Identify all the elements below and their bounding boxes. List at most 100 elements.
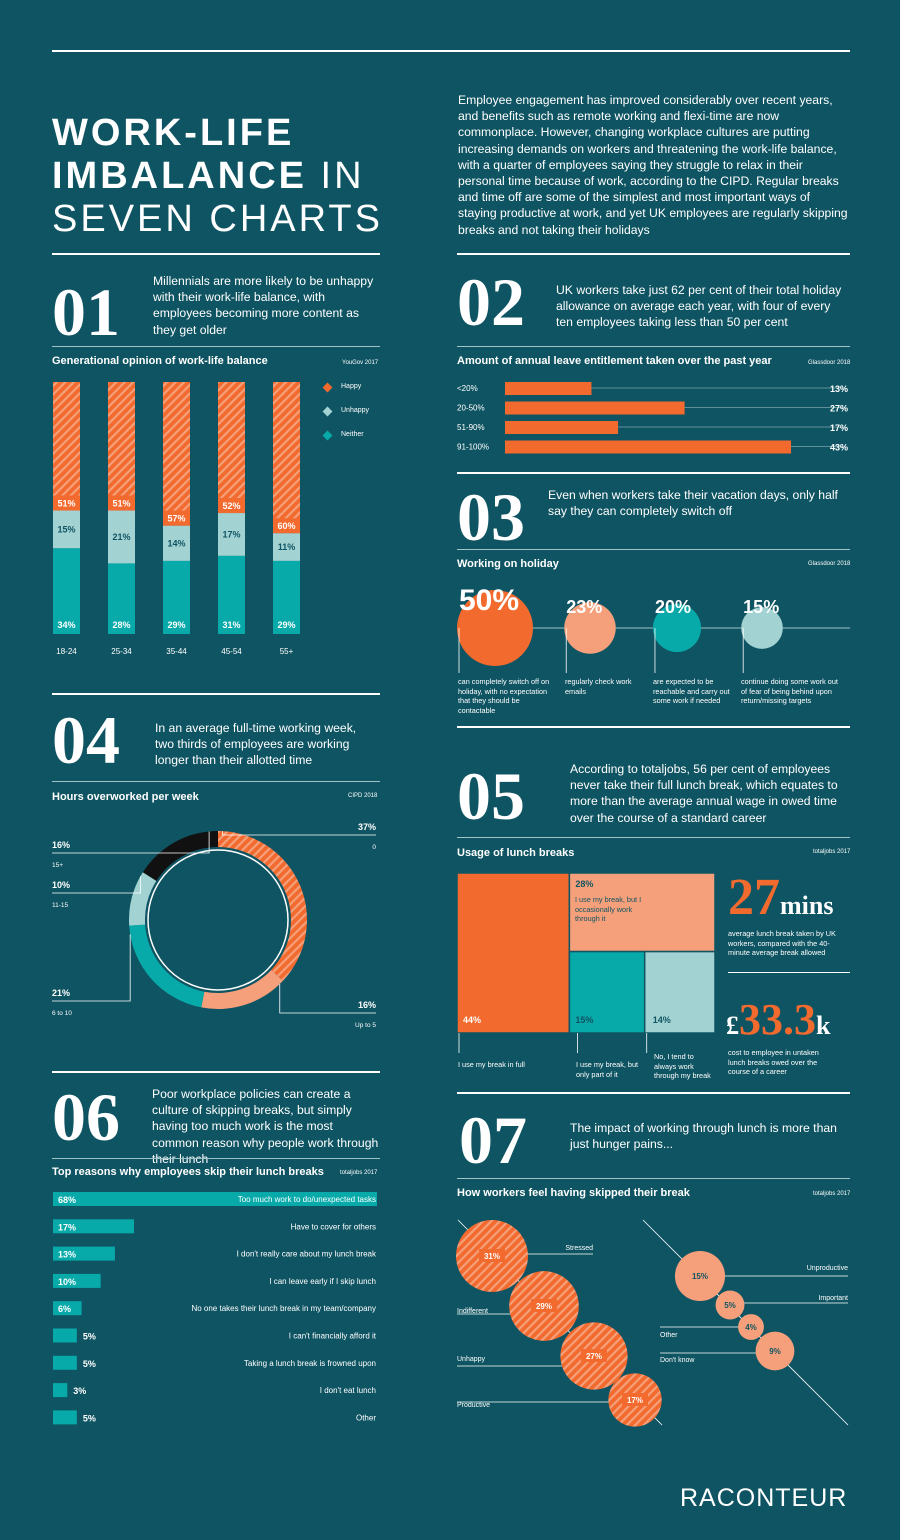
rule-s3-chart bbox=[457, 549, 850, 550]
section5-lead: According to totaljobs, 56 per cent of e… bbox=[570, 762, 838, 825]
category-label-45-54: 45-54 bbox=[221, 647, 242, 656]
rule-s4 bbox=[52, 693, 380, 695]
bar-unhappy-25-34 bbox=[108, 510, 135, 564]
title-line-3: SEVEN CHARTS bbox=[52, 198, 383, 240]
bar-happy-18-24 bbox=[53, 382, 80, 511]
donut-category: Up to 5 bbox=[355, 1022, 376, 1029]
donut-slice-0 bbox=[218, 831, 307, 981]
bar-happy-55+ bbox=[273, 382, 300, 534]
rule-s7 bbox=[457, 1092, 850, 1094]
rule-s6-chart bbox=[52, 1158, 380, 1159]
donut-slice-Up to 5 bbox=[201, 969, 283, 1009]
donut-category: 6 to 10 bbox=[52, 1010, 72, 1017]
bar-unhappy-label: 15% bbox=[57, 524, 75, 534]
stat-lunch-minutes-value: 27 bbox=[728, 869, 780, 926]
bar-unhappy-18-24 bbox=[53, 510, 80, 549]
holiday-desc-4: continue doing some work out of fear of … bbox=[741, 677, 838, 705]
bar-happy-label: 51% bbox=[57, 499, 75, 509]
section5-number: 05 bbox=[457, 758, 525, 834]
bar-happy-label: 57% bbox=[167, 514, 185, 524]
holiday-value: 23% bbox=[566, 597, 602, 617]
section1-source: YouGov 2017 bbox=[342, 360, 379, 366]
leave-value: 27% bbox=[830, 404, 848, 414]
feelings-category: Other bbox=[660, 1332, 678, 1339]
holiday-value: 20% bbox=[655, 597, 691, 617]
stat-lunch-cost-unit: k bbox=[816, 1011, 831, 1040]
section5-chart-title: Usage of lunch breaks bbox=[457, 847, 575, 859]
leave-bar bbox=[505, 421, 619, 434]
skip-reasons-chart: 68% Too much work to do/unexpected tasks 1… bbox=[53, 1192, 377, 1425]
leave-category: <20% bbox=[457, 384, 478, 393]
feelings-value: 31% bbox=[484, 1252, 500, 1261]
leave-category: 91-100% bbox=[457, 443, 489, 452]
feelings-value: 15% bbox=[692, 1272, 708, 1281]
bar-neither-25-34 bbox=[108, 563, 135, 634]
legend-unhappy: Unhappy bbox=[341, 407, 370, 414]
donut-leader bbox=[52, 934, 131, 1002]
rule-stat bbox=[728, 972, 850, 973]
donut-category: 11-15 bbox=[52, 902, 69, 909]
leave-category: 51-90% bbox=[457, 423, 485, 432]
leave-bar bbox=[505, 401, 685, 415]
bar-unhappy-35-44 bbox=[163, 525, 190, 561]
rule-s7-chart bbox=[457, 1178, 850, 1179]
bar-happy-25-34 bbox=[108, 382, 135, 511]
stat-lunch-minutes: 27mins bbox=[728, 872, 833, 924]
reason-bar bbox=[53, 1355, 77, 1370]
reason-bar bbox=[53, 1246, 115, 1261]
rule-s2 bbox=[457, 253, 850, 255]
feelings-category: Stressed bbox=[565, 1245, 593, 1252]
annual-leave-chart: <20% 13% 20-50% 27% 51-90% 17% 91-100% 43% bbox=[457, 382, 848, 454]
reason-value: 5% bbox=[83, 1332, 96, 1342]
top-rule bbox=[52, 50, 850, 52]
section3-chart-title: Working on holiday bbox=[457, 558, 559, 570]
section4-source: CIPD 2018 bbox=[348, 793, 378, 799]
feelings-bubble bbox=[674, 1250, 726, 1302]
bar-unhappy-45-54 bbox=[218, 513, 245, 556]
section2-chart-title: Amount of annual leave entitlement taken… bbox=[457, 355, 772, 367]
section6-lead: Poor workplace policies can create a cul… bbox=[152, 1087, 379, 1166]
rule-s5 bbox=[457, 726, 850, 728]
bar-happy-label: 60% bbox=[277, 521, 295, 531]
bar-neither-18-24 bbox=[53, 548, 80, 634]
bar-happy-label-bg bbox=[273, 518, 300, 534]
leave-value: 13% bbox=[830, 384, 848, 394]
feelings-category: Indifferent bbox=[457, 1308, 488, 1315]
feelings-value-bg bbox=[581, 1349, 607, 1362]
reason-bar bbox=[53, 1273, 101, 1288]
treemap-value: 28% bbox=[575, 879, 593, 889]
section3-number: 03 bbox=[457, 479, 525, 555]
rule-s6 bbox=[52, 1071, 380, 1073]
section5-source: totaljobs 2017 bbox=[813, 849, 851, 855]
reason-category: Taking a lunch break is frowned upon bbox=[244, 1359, 376, 1368]
holiday-value: 50% bbox=[459, 584, 519, 617]
donut-value: 10% bbox=[52, 880, 70, 890]
holiday-desc-1: can completely switch off on holiday, wi… bbox=[458, 677, 550, 715]
donut-leader bbox=[52, 876, 141, 894]
stat-lunch-cost-text: cost to employee in untaken lunch breaks… bbox=[728, 1048, 819, 1076]
holiday-desc-2: regularly check work emails bbox=[565, 677, 632, 696]
category-label-18-24: 18-24 bbox=[56, 647, 77, 656]
section2-source: Glassdoor 2018 bbox=[808, 360, 851, 366]
donut-slice-11-15 bbox=[129, 872, 157, 926]
donut-leader bbox=[222, 831, 376, 836]
feelings-value: 5% bbox=[724, 1301, 736, 1310]
section3-source: Glassdoor 2018 bbox=[808, 561, 851, 567]
section1-chart-title: Generational opinion of work-life balanc… bbox=[52, 355, 268, 367]
feelings-bubble bbox=[738, 1314, 764, 1340]
section6-number: 06 bbox=[52, 1079, 120, 1155]
section4-lead: In an average full-time working week, tw… bbox=[155, 721, 357, 768]
holiday-bubble bbox=[652, 603, 702, 653]
page-title: WORK-LIFE IMBALANCE IN SEVEN CHARTS bbox=[52, 112, 383, 241]
feelings-value: 4% bbox=[745, 1323, 757, 1332]
lunch-usage-treemap: 44% 28% 15% 14% bbox=[456, 872, 716, 1053]
section2-number: 02 bbox=[457, 264, 525, 340]
reason-bar bbox=[53, 1301, 82, 1316]
feelings-value: 9% bbox=[769, 1347, 781, 1356]
category-label-55+: 55+ bbox=[280, 647, 294, 656]
feelings-value: 29% bbox=[536, 1302, 552, 1311]
holiday-desc-3: are expected to be reachable and carry o… bbox=[653, 677, 730, 705]
bar-happy-label-bg bbox=[218, 498, 245, 514]
reason-category: I can leave early if I skip lunch bbox=[269, 1277, 376, 1286]
category-label-25-34: 25-34 bbox=[111, 647, 132, 656]
